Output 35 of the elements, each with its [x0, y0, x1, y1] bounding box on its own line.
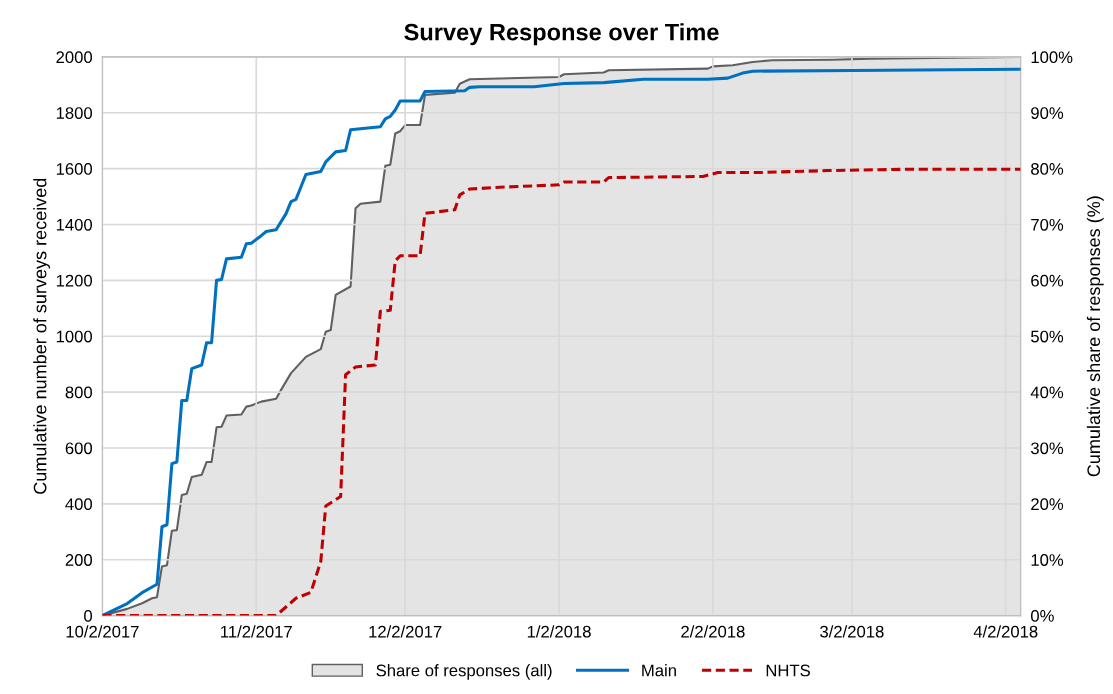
y2-tick-label: 70%: [1031, 218, 1064, 231]
x-tick-label: 4/2/2018: [973, 625, 1038, 638]
y2-tick-label: 0%: [1030, 609, 1054, 622]
legend-label: Share of responses (all): [376, 664, 552, 680]
y2-tick-label: 60%: [1031, 274, 1064, 287]
y-tick-label: 800: [65, 386, 93, 399]
y2-tick-label: 40%: [1030, 386, 1064, 399]
x-tick-label: 12/2/2017: [369, 625, 442, 638]
y-tick-label: 200: [65, 554, 93, 566]
legend-label: Main: [642, 664, 676, 677]
y2-tick-label: 20%: [1031, 498, 1064, 511]
legend-label: NHTS: [766, 664, 810, 677]
y-axis-title: Cumulative number of surveys received: [33, 178, 51, 494]
y-tick-label: 600: [65, 442, 93, 455]
x-tick-label: 3/2/2018: [820, 625, 884, 638]
x-tick-label: 11/2/2017: [221, 625, 292, 638]
y2-tick-label: 10%: [1031, 554, 1064, 566]
x-tick-label: 1/2/2018: [527, 625, 591, 638]
y-tick-label: 400: [65, 498, 93, 511]
x-tick-label: 10/2/2017: [66, 625, 139, 638]
y-tick-label: 1400: [56, 218, 93, 231]
y-tick-label: 1200: [56, 274, 93, 287]
chart-title: Survey Response over Time: [404, 23, 719, 46]
y-tick-label: 2000: [56, 51, 93, 64]
y-tick-label: 1600: [56, 163, 93, 175]
y2-axis-title: Cumulative share of responses (%): [1086, 196, 1104, 477]
y2-tick-label: 30%: [1030, 442, 1064, 455]
y-tick-label: 1000: [56, 330, 93, 343]
y2-tick-label: 100%: [1031, 51, 1073, 64]
y2-tick-label: 90%: [1031, 107, 1064, 119]
y2-tick-label: 50%: [1031, 330, 1064, 343]
y2-tick-label: 80%: [1031, 163, 1064, 175]
y-tick-label: 0: [84, 609, 93, 622]
y-tick-label: 1800: [56, 107, 93, 119]
x-tick-label: 2/2/2018: [681, 625, 745, 638]
